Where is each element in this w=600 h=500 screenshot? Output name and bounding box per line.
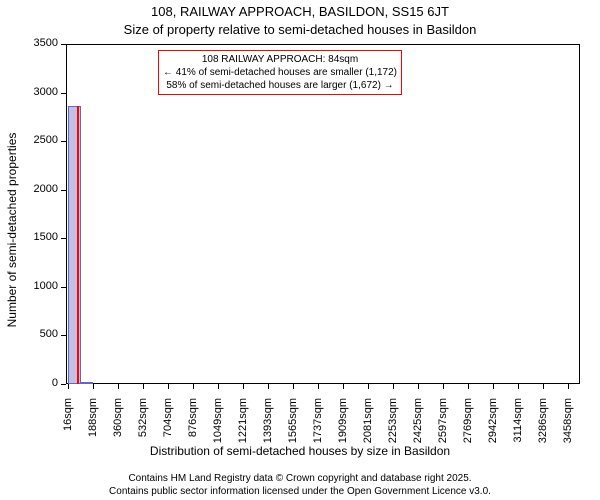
x-tick-mark [143, 384, 144, 389]
x-tick-mark [443, 384, 444, 389]
x-tick-label: 188sqm [87, 398, 99, 498]
y-tick-label: 500 [18, 328, 58, 340]
legend-box: 108 RAILWAY APPROACH: 84sqm ← 41% of sem… [158, 50, 402, 95]
x-tick-mark [268, 384, 269, 389]
x-tick-mark [368, 384, 369, 389]
x-tick-label: 1565sqm [287, 398, 299, 498]
x-tick-label: 704sqm [162, 398, 174, 498]
y-tick-label: 1500 [18, 231, 58, 243]
y-tick-mark [61, 44, 66, 45]
x-tick-label: 2942sqm [487, 398, 499, 498]
x-tick-mark [68, 384, 69, 389]
x-tick-label: 16sqm [62, 398, 74, 498]
x-tick-mark [168, 384, 169, 389]
y-tick-label: 1000 [18, 280, 58, 292]
x-tick-mark [493, 384, 494, 389]
legend-line-1: 108 RAILWAY APPROACH: 84sqm [163, 53, 397, 66]
x-tick-label: 1221sqm [237, 398, 249, 498]
x-tick-mark [193, 384, 194, 389]
chart-container: 108, RAILWAY APPROACH, BASILDON, SS15 6J… [0, 0, 600, 500]
x-tick-label: 2425sqm [412, 398, 424, 498]
chart-title-line1: 108, RAILWAY APPROACH, BASILDON, SS15 6J… [0, 4, 600, 19]
x-tick-mark [543, 384, 544, 389]
x-tick-label: 1737sqm [312, 398, 324, 498]
y-tick-mark [61, 238, 66, 239]
x-tick-label: 2253sqm [387, 398, 399, 498]
x-tick-label: 2769sqm [462, 398, 474, 498]
y-tick-label: 2500 [18, 134, 58, 146]
chart-title-line2: Size of property relative to semi-detach… [0, 22, 600, 37]
y-tick-label: 3500 [18, 37, 58, 49]
x-tick-mark [93, 384, 94, 389]
x-tick-mark [568, 384, 569, 389]
y-tick-mark [61, 287, 66, 288]
y-tick-label: 3000 [18, 86, 58, 98]
x-tick-label: 360sqm [112, 398, 124, 498]
histogram-bar [81, 382, 93, 384]
x-tick-label: 1909sqm [337, 398, 349, 498]
x-tick-mark [343, 384, 344, 389]
x-tick-label: 1393sqm [262, 398, 274, 498]
legend-line-3: 58% of semi-detached houses are larger (… [163, 79, 397, 92]
x-tick-mark [468, 384, 469, 389]
x-tick-mark [418, 384, 419, 389]
y-tick-label: 2000 [18, 183, 58, 195]
x-tick-mark [118, 384, 119, 389]
x-tick-label: 532sqm [137, 398, 149, 498]
x-tick-mark [518, 384, 519, 389]
x-tick-mark [293, 384, 294, 389]
x-tick-label: 1049sqm [212, 398, 224, 498]
x-tick-label: 3286sqm [537, 398, 549, 498]
legend-line-2: ← 41% of semi-detached houses are smalle… [163, 66, 397, 79]
y-axis-label: Number of semi-detached properties [5, 133, 19, 328]
y-tick-mark [61, 335, 66, 336]
plot-area [66, 44, 580, 384]
x-tick-mark [218, 384, 219, 389]
highlight-line [77, 106, 79, 384]
x-tick-mark [318, 384, 319, 389]
x-tick-label: 3458sqm [562, 398, 574, 498]
y-tick-label: 0 [18, 377, 58, 389]
y-tick-mark [61, 384, 66, 385]
y-tick-mark [61, 190, 66, 191]
y-tick-mark [61, 93, 66, 94]
x-tick-mark [393, 384, 394, 389]
x-tick-label: 2597sqm [437, 398, 449, 498]
x-tick-label: 3114sqm [512, 398, 524, 498]
x-tick-mark [243, 384, 244, 389]
x-tick-label: 2081sqm [362, 398, 374, 498]
y-tick-mark [61, 141, 66, 142]
x-tick-label: 876sqm [187, 398, 199, 498]
